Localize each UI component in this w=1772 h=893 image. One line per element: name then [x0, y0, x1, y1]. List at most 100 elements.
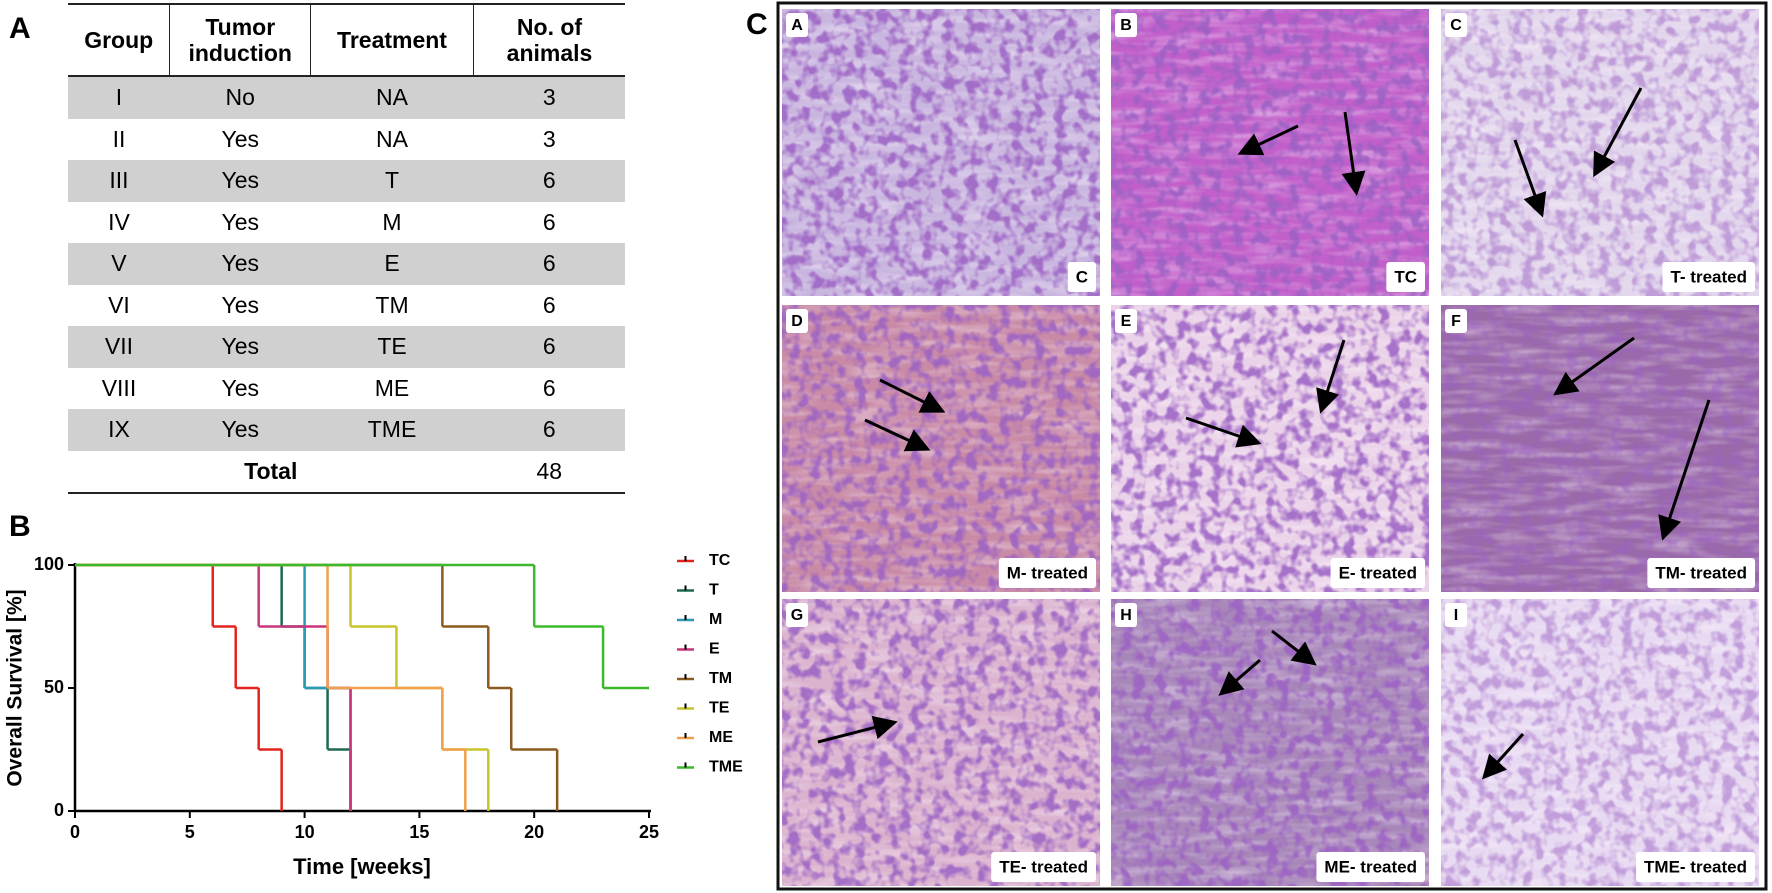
table-cell: V	[68, 243, 170, 285]
legend-label: E	[709, 641, 720, 658]
table-cell: II	[112, 125, 126, 152]
table-cell: 3	[542, 125, 556, 152]
table-cell: 6	[473, 326, 625, 368]
image-caption: TE- treated	[999, 857, 1088, 876]
table-cell: E	[310, 243, 474, 285]
legend-label: TM	[709, 670, 732, 687]
histology-image: G TE- treated	[782, 599, 1100, 886]
table-row: VIII Yes ME 6	[68, 368, 625, 410]
table-cell: 6	[542, 208, 556, 235]
arrow	[1271, 629, 1317, 666]
letter-box	[1445, 603, 1467, 627]
image-nuclei	[1441, 9, 1759, 296]
legend-label: T	[709, 582, 719, 599]
arrow	[864, 418, 931, 452]
y-tick-label: 50	[44, 677, 64, 697]
caption-box	[1067, 262, 1096, 292]
table-cell: 3	[473, 76, 625, 119]
table-cell: IX	[68, 409, 170, 451]
header-cell: Group	[68, 3, 170, 77]
x-tick-label: 20	[524, 822, 544, 842]
letter-box	[786, 603, 808, 627]
image-nuclei	[782, 305, 1100, 592]
table-cell: M	[382, 208, 402, 235]
total-label: Total	[68, 450, 474, 494]
table-cell: Yes	[169, 160, 311, 202]
legend-label: TE	[709, 700, 730, 717]
image-nuclei	[782, 599, 1100, 886]
table-row: IX Yes TME 6	[68, 409, 625, 451]
letter-box	[1115, 309, 1137, 333]
table-cell: Yes	[221, 125, 259, 152]
arrow	[1185, 416, 1262, 448]
arrows	[817, 87, 1711, 780]
image-caption: TME- treated	[1644, 857, 1747, 876]
image-letter: I	[1454, 607, 1458, 624]
x-tick-label: 25	[639, 822, 659, 842]
image-nuclei	[782, 9, 1100, 296]
histology-image: D M- treated	[782, 305, 1100, 592]
caption-box	[1636, 852, 1755, 882]
letter-box	[786, 13, 808, 37]
total-value: 48	[473, 450, 625, 494]
arrow	[1658, 399, 1711, 541]
table-cell: TME	[310, 409, 474, 451]
table-cell: NA	[310, 76, 474, 119]
header-cell: No. of animals	[473, 3, 625, 77]
image-caption: ME- treated	[1324, 857, 1417, 876]
panel-c-frame	[776, 1, 1768, 891]
table-cell: 6	[542, 374, 556, 401]
image-nuclei	[1441, 305, 1759, 592]
image-letter: E	[1121, 313, 1132, 330]
histology-image: B TC	[1111, 9, 1429, 296]
x-axis-label: Time [weeks]	[293, 854, 431, 879]
table-row: V Yes E 6	[68, 243, 625, 285]
header-cell: Tumor induction	[169, 3, 311, 77]
panel-label: B	[9, 510, 31, 543]
panel-label: A	[9, 12, 31, 45]
table-cell: 6	[473, 160, 625, 202]
survival-chart: 0 5 10 15 20 25 0 50 100 Time [weeks] Overall Surv…	[4, 552, 744, 879]
series	[75, 563, 650, 690]
x-tick-label: 5	[185, 822, 195, 842]
table-cell: Yes	[221, 208, 259, 235]
table-cell: VI	[108, 291, 130, 318]
total-row: Total 48	[68, 450, 625, 494]
image-caption: E- treated	[1339, 563, 1417, 582]
header-cell: Treatment	[310, 3, 474, 77]
arrow	[1218, 658, 1261, 696]
histology-image: I TME- treated	[1441, 599, 1759, 886]
legend-label: M	[709, 611, 722, 628]
histology-image: AC	[782, 9, 1100, 296]
table-cell: VIII	[101, 374, 137, 401]
arrow	[1341, 111, 1366, 196]
table-cell: TM	[375, 291, 409, 318]
table-cell: ME	[374, 374, 410, 401]
table-cell: 6	[473, 409, 625, 451]
image-caption: TM- treated	[1655, 563, 1747, 582]
table-cell: Yes	[221, 291, 259, 318]
caption-box	[1330, 558, 1425, 588]
caption-box	[1316, 852, 1425, 882]
caption-box	[1647, 558, 1755, 588]
histology-image: F TM- treated	[1441, 305, 1759, 592]
image-nuclei	[1111, 599, 1429, 886]
image-nuclei	[1111, 9, 1429, 296]
table-cell: TE	[310, 326, 474, 368]
image-letter: A	[791, 17, 803, 34]
histology-image: C T- treated	[1441, 9, 1759, 296]
table-cell: Yes	[169, 243, 311, 285]
table-cell: 6	[542, 291, 556, 318]
arrow	[817, 715, 898, 744]
letter-box	[1445, 13, 1467, 37]
table-cell: IV	[108, 208, 130, 235]
image-letter: H	[1120, 607, 1132, 624]
letter-box	[786, 309, 808, 333]
image-letter: B	[1120, 17, 1132, 34]
table-row: III Yes T 6	[68, 160, 625, 202]
image-caption: T- treated	[1670, 267, 1747, 286]
legend-label: TC	[709, 552, 731, 569]
series	[75, 563, 283, 813]
